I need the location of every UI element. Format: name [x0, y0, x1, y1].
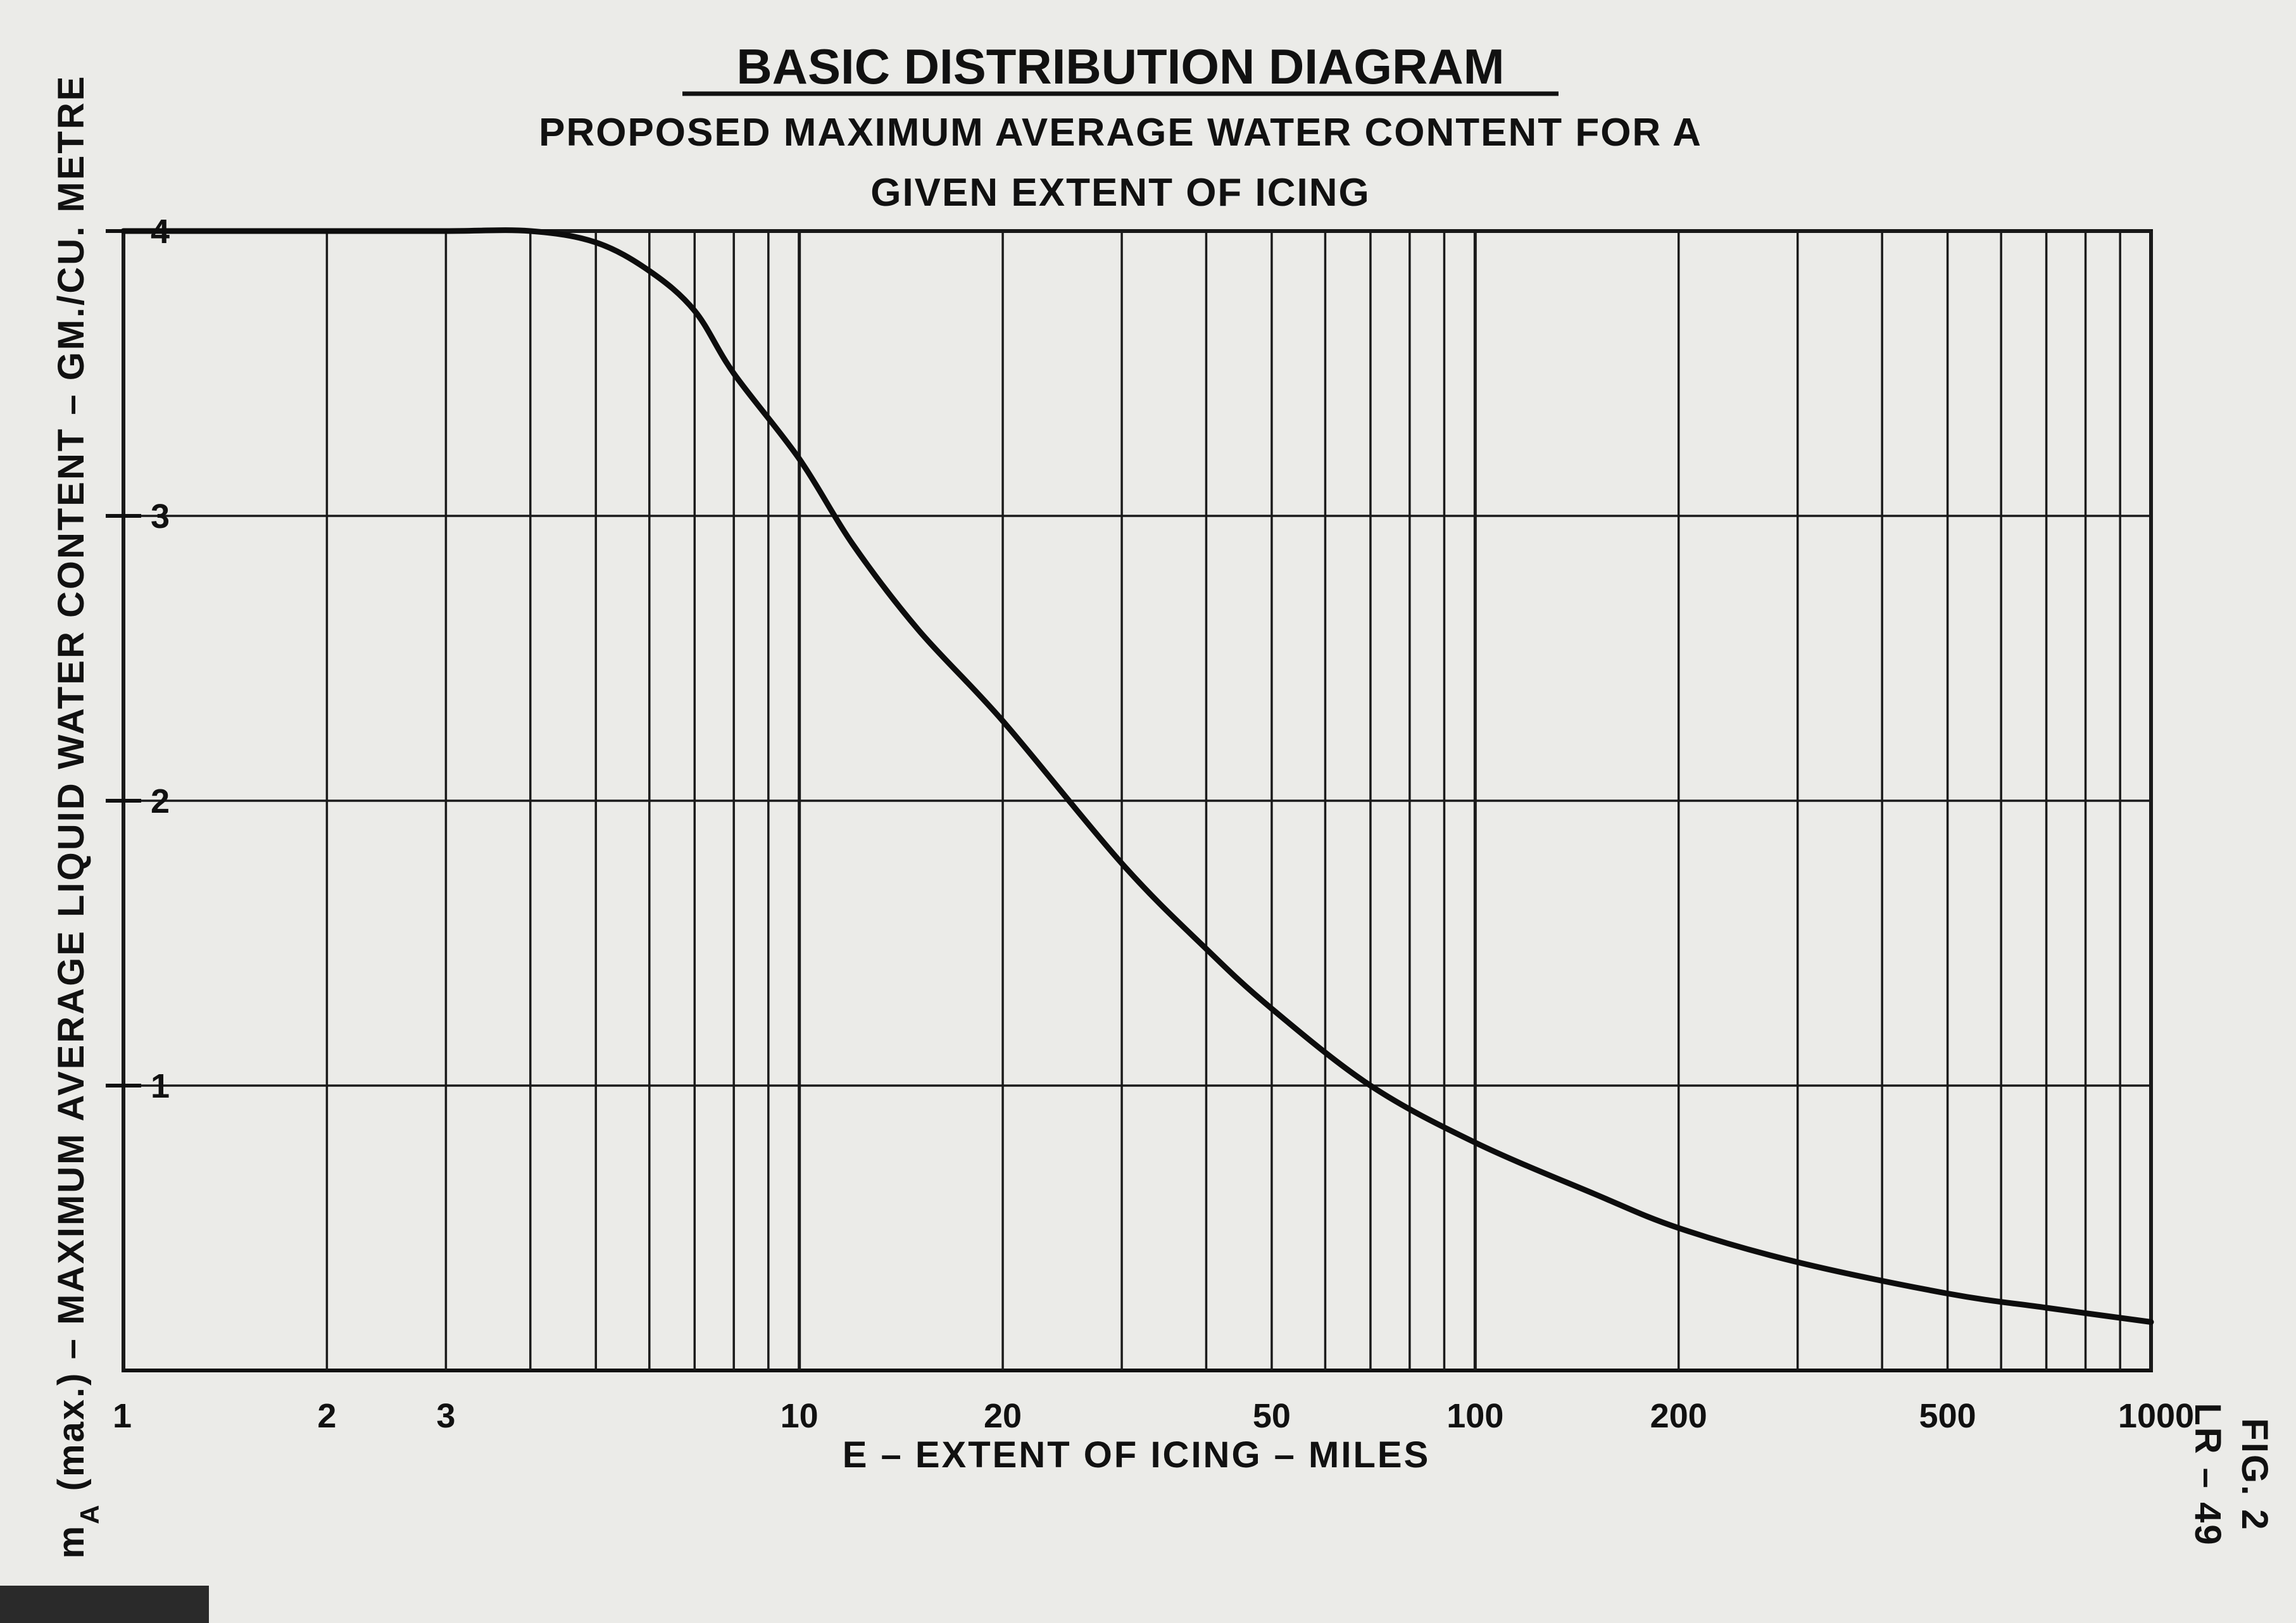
x-tick-label: 1000 [2118, 1397, 2194, 1435]
y-axis-title-subscript: A [75, 1503, 104, 1524]
x-tick-label: 50 [1253, 1397, 1291, 1435]
series-line [120, 227, 2154, 1325]
series-layer [120, 227, 2154, 1325]
grid-layer [106, 229, 2153, 1372]
x-tick-label: 200 [1650, 1397, 1707, 1435]
x-tick-label: 3 [436, 1397, 455, 1435]
chart-subtitle-line-2: GIVEN EXTENT OF ICING [870, 171, 1371, 215]
figure-label-line-1: FIG. 2 [2234, 1418, 2275, 1531]
x-tick-label: 500 [1919, 1397, 1976, 1435]
y-tick-label: 3 [151, 498, 170, 536]
x-tick-label: 2 [317, 1397, 336, 1435]
chart-subtitle-line-1: PROPOSED MAXIMUM AVERAGE WATER CONTENT F… [539, 111, 1702, 154]
y-axis-title-rest: (max.) – MAXIMUM AVERAGE LIQUID WATER CO… [51, 75, 92, 1503]
figure-label-line-2: LR – 49 [2187, 1403, 2228, 1546]
x-tick-label: 10 [781, 1397, 819, 1435]
y-axis-title: mA (max.) – MAXIMUM AVERAGE LIQUID WATER… [51, 75, 104, 1559]
x-tick-label: 100 [1446, 1397, 1503, 1435]
paper-edge-shadow [0, 1586, 209, 1623]
y-tick-label: 1 [151, 1067, 170, 1105]
x-axis-title: E – EXTENT OF ICING – MILES [843, 1434, 1431, 1476]
x-tick-label: 20 [984, 1397, 1022, 1435]
x-tick-label: 1 [113, 1397, 132, 1435]
chart-title: BASIC DISTRIBUTION DIAGRAM [736, 39, 1504, 94]
y-tick-label: 2 [151, 782, 170, 820]
y-axis-title-m: m [51, 1524, 92, 1559]
